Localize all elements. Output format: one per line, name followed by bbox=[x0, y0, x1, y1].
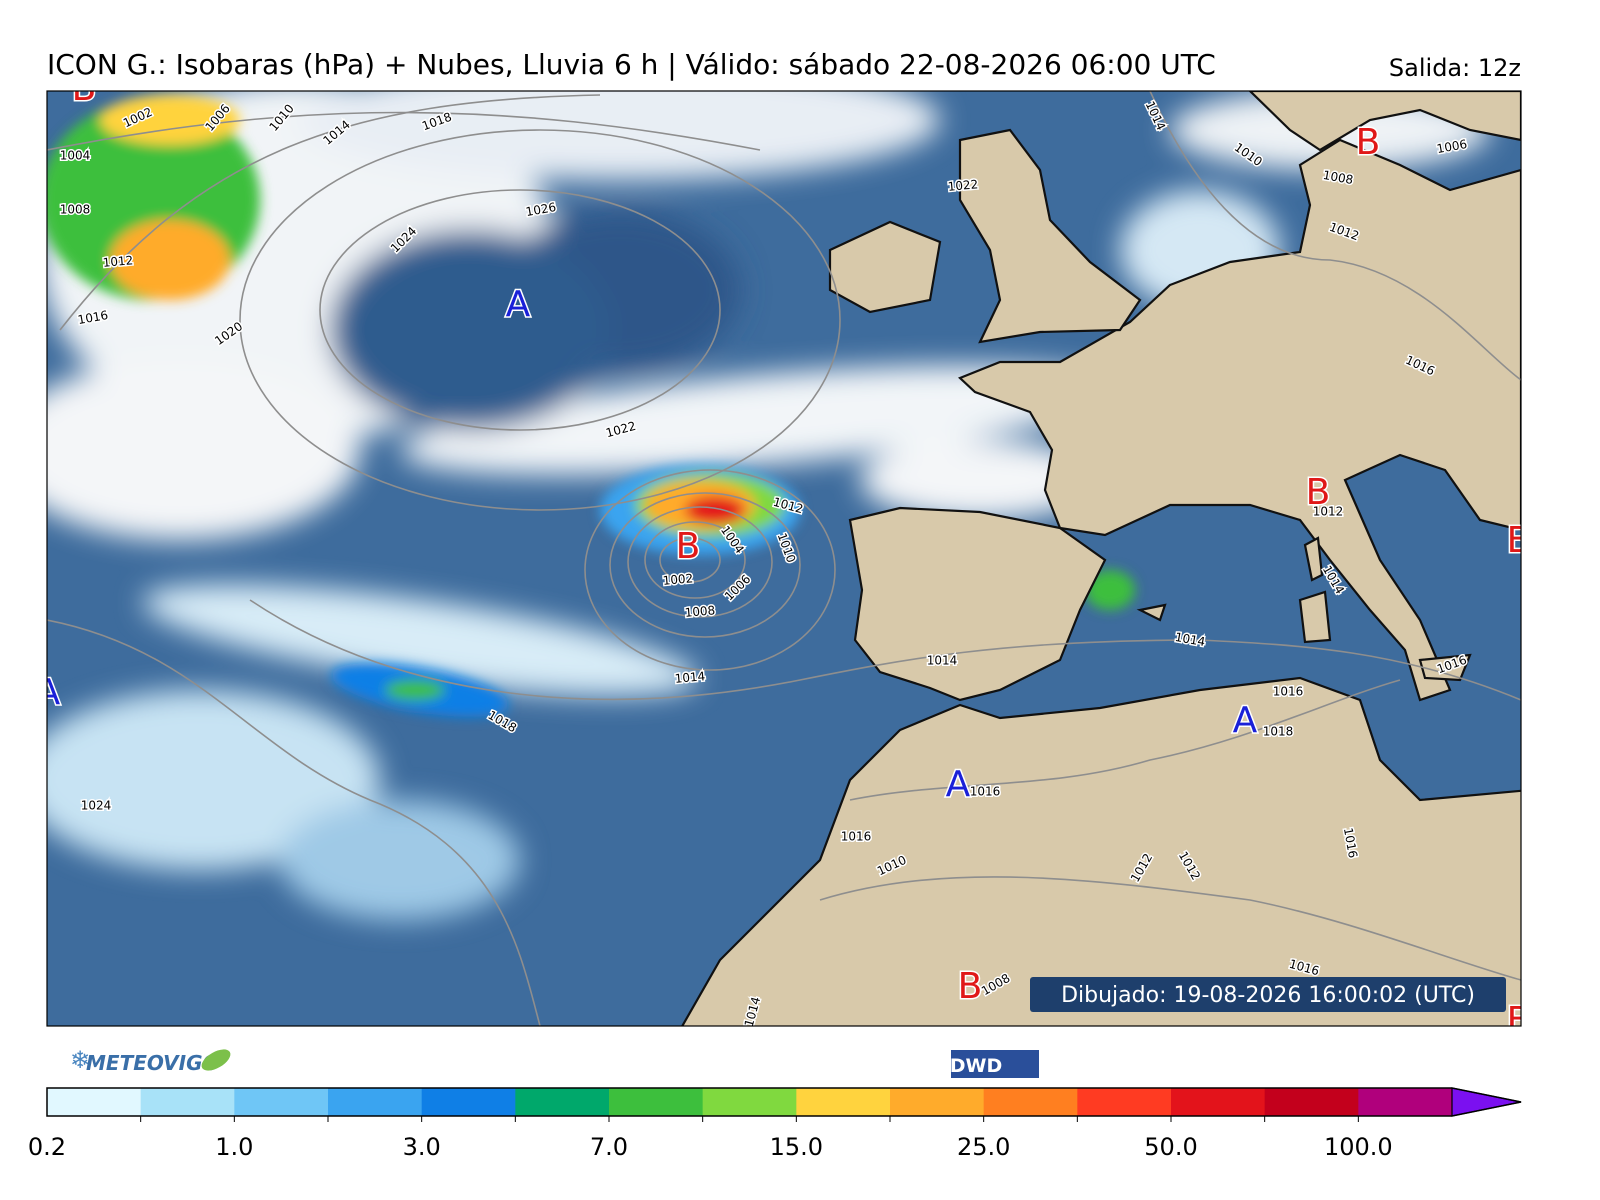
isobar-label: 1012 bbox=[1313, 505, 1344, 519]
pressure-center: A bbox=[36, 672, 61, 713]
isobar-label: 1008 bbox=[60, 203, 91, 217]
colorbar-tick-label: 0.2 bbox=[28, 1133, 66, 1161]
isobar-label: 1018 bbox=[1263, 725, 1294, 739]
pressure-center: B bbox=[1507, 520, 1532, 561]
colorbar-segment bbox=[140, 1088, 235, 1116]
land bbox=[681, 91, 1521, 1026]
colorbar-segment bbox=[328, 1088, 423, 1116]
isobar-label: 1008 bbox=[684, 603, 716, 620]
isobar-label: 1016 bbox=[1273, 685, 1304, 699]
colorbar-segment bbox=[1077, 1088, 1172, 1116]
map-title: ICON G.: Isobaras (hPa) + Nubes, Lluvia … bbox=[47, 48, 1216, 81]
logo-dwd: DWD bbox=[950, 1055, 1003, 1077]
leaf-icon bbox=[201, 1049, 231, 1071]
colorbar-segment bbox=[890, 1088, 985, 1116]
isobar-label: 1026 bbox=[525, 200, 558, 219]
isobar-label: 1014 bbox=[674, 669, 706, 686]
pressure-center: B bbox=[958, 966, 983, 1007]
run-label: Salida: 12z bbox=[1389, 54, 1521, 82]
isobar-label: 1012 bbox=[102, 253, 134, 270]
dwd-box bbox=[951, 1050, 1039, 1078]
isobars bbox=[47, 91, 1521, 1026]
pressure-centers: B B A B B A B A A B B bbox=[36, 68, 1532, 1041]
pressure-center: B bbox=[72, 68, 97, 109]
colorbar-tick-label: 25.0 bbox=[957, 1133, 1010, 1161]
pressure-center: B bbox=[1306, 472, 1331, 513]
pressure-center: B bbox=[1356, 122, 1381, 163]
colorbar-tick-label: 15.0 bbox=[770, 1133, 823, 1161]
colorbar-frame bbox=[46, 1087, 1522, 1117]
pressure-center: A bbox=[506, 284, 531, 325]
logo-meteovigo: METEOVIGO bbox=[86, 1051, 220, 1075]
colorbar-segment bbox=[983, 1088, 1078, 1116]
isobar-label: 1014 bbox=[927, 654, 958, 668]
isobar-label: 1016 bbox=[970, 785, 1001, 799]
isobar-label: 1006 bbox=[1436, 137, 1469, 156]
isobar-label: 1024 bbox=[81, 799, 112, 813]
colorbar-tick-label: 3.0 bbox=[403, 1133, 441, 1161]
colorbar-segment bbox=[47, 1088, 142, 1116]
drawn-label: Dibujado: 19-08-2026 16:00:02 (UTC) bbox=[1061, 983, 1475, 1008]
isobar-label: 1016 bbox=[77, 308, 110, 327]
pressure-center: B bbox=[1507, 1000, 1532, 1041]
colorbar-segment bbox=[796, 1088, 891, 1116]
colorbar-segment bbox=[702, 1088, 797, 1116]
isobar-label: 1022 bbox=[947, 177, 979, 194]
colorbar-extension bbox=[1451, 1087, 1522, 1117]
pressure-center: A bbox=[1233, 700, 1258, 741]
colorbar: 0.2 1.0 3.0 7.0 15.0 25.0 50.0 100.0 bbox=[28, 1087, 1522, 1161]
drawn-box bbox=[1030, 977, 1506, 1012]
colorbar-segment bbox=[1264, 1088, 1359, 1116]
isobar-label: 1004 bbox=[60, 149, 91, 163]
isobar-label: 1014 bbox=[1174, 630, 1207, 649]
map-frame bbox=[46, 90, 1522, 1027]
colorbar-tick-label: 7.0 bbox=[590, 1133, 628, 1161]
colorbar-segment bbox=[1171, 1088, 1266, 1116]
colorbar-tick-label: 100.0 bbox=[1324, 1133, 1393, 1161]
isobar-label: 1016 bbox=[1341, 827, 1360, 860]
colorbar-segment bbox=[1358, 1088, 1453, 1116]
colorbar-segment bbox=[609, 1088, 704, 1116]
isobar-label: 1016 bbox=[841, 830, 872, 844]
pressure-center: B bbox=[676, 526, 701, 567]
isobar-label: 1002 bbox=[662, 571, 694, 588]
colorbar-tick-label: 1.0 bbox=[215, 1133, 253, 1161]
pressure-center: A bbox=[946, 764, 971, 805]
colorbar-segment bbox=[421, 1088, 516, 1116]
colorbar-segment bbox=[515, 1088, 610, 1116]
colorbar-tick-label: 50.0 bbox=[1144, 1133, 1197, 1161]
colorbar-segment bbox=[234, 1088, 329, 1116]
snowflake-icon: ❄ bbox=[70, 1046, 90, 1074]
isobar-label: 1008 bbox=[1322, 168, 1355, 187]
